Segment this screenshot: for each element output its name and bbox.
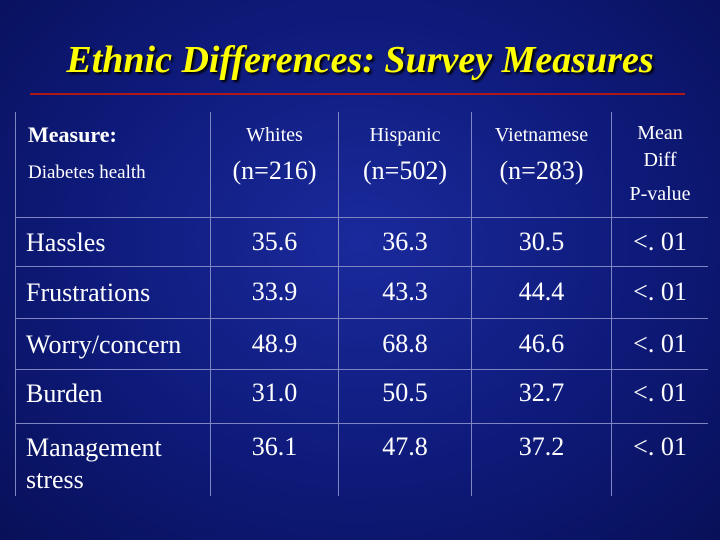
group-name-vietnamese: Vietnamese	[494, 124, 589, 146]
row-label-management-stress: Management	[26, 433, 162, 462]
column-divider	[338, 112, 339, 496]
survey-table: Measure: Diabetes health Whites (n=216) …	[15, 112, 708, 496]
p-value-cell: <. 01	[633, 227, 687, 256]
table-cell: 46.6	[518, 329, 565, 358]
group-n-hispanic: (n=502)	[363, 156, 447, 185]
table-cell: 43.3	[382, 277, 428, 306]
column-divider	[611, 112, 612, 496]
table-cell: 30.5	[518, 227, 565, 256]
row-label-frustrations: Frustrations	[26, 278, 151, 307]
table-cell: 31.0	[251, 378, 298, 407]
table-cell: 37.2	[518, 432, 565, 461]
table-cell: 50.5	[382, 378, 428, 407]
row-label-burden: Burden	[26, 379, 103, 408]
p-value-cell: <. 01	[633, 432, 687, 461]
row-divider	[16, 217, 708, 218]
table-cell: 47.8	[382, 432, 428, 461]
title-underline	[30, 93, 685, 95]
row-divider	[16, 266, 708, 267]
group-n-whites: (n=216)	[232, 156, 317, 185]
mean-diff-header: Mean	[637, 122, 683, 144]
table-cell: 36.1	[251, 432, 298, 461]
table-cell: 35.6	[251, 227, 298, 256]
group-n-vietnamese: (n=283)	[499, 156, 584, 185]
measure-subheader: Diabetes health	[28, 162, 146, 183]
group-name-whites: Whites	[246, 124, 303, 146]
p-value-cell: <. 01	[633, 329, 687, 358]
table-cell: 32.7	[518, 378, 565, 407]
p-value-cell: <. 01	[633, 277, 687, 306]
table-cell: 68.8	[382, 329, 428, 358]
slide-title: Ethnic Differences: Survey Measures	[66, 39, 654, 81]
row-label-management-stress-line2: stress	[26, 465, 84, 494]
row-divider	[16, 318, 708, 319]
table-cell: 44.4	[518, 277, 565, 306]
table-cell: 48.9	[251, 329, 298, 358]
row-divider	[16, 423, 708, 424]
column-divider	[210, 112, 211, 496]
p-value-cell: <. 01	[633, 378, 687, 407]
group-name-hispanic: Hispanic	[369, 124, 441, 146]
p-value-header: P-value	[629, 183, 691, 205]
mean-diff-header-line2: Diff	[643, 149, 677, 171]
row-label-hassles: Hassles	[26, 228, 106, 257]
column-divider	[471, 112, 472, 496]
table-cell: 33.9	[251, 277, 298, 306]
table-cell: 36.3	[382, 227, 428, 256]
measure-header: Measure:	[28, 122, 117, 147]
row-divider	[16, 369, 708, 370]
row-label-worry-concern: Worry/concern	[26, 330, 182, 359]
